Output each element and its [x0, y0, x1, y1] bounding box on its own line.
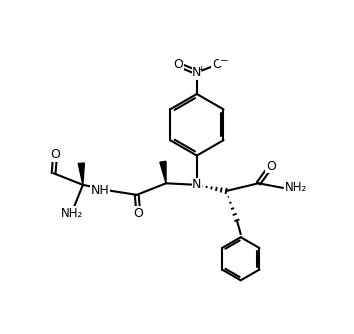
Text: NH₂: NH₂ [285, 181, 307, 194]
Text: +: + [197, 65, 204, 74]
Text: O: O [50, 148, 60, 161]
Text: N: N [192, 178, 201, 191]
Polygon shape [78, 163, 84, 185]
Text: O: O [212, 58, 222, 71]
Text: O: O [173, 58, 183, 71]
Text: O: O [266, 160, 276, 173]
Polygon shape [160, 161, 166, 183]
Text: NH: NH [91, 184, 110, 197]
Text: −: − [219, 56, 228, 66]
Text: N: N [192, 66, 201, 79]
Text: NH₂: NH₂ [61, 207, 83, 220]
Text: O: O [133, 207, 143, 220]
